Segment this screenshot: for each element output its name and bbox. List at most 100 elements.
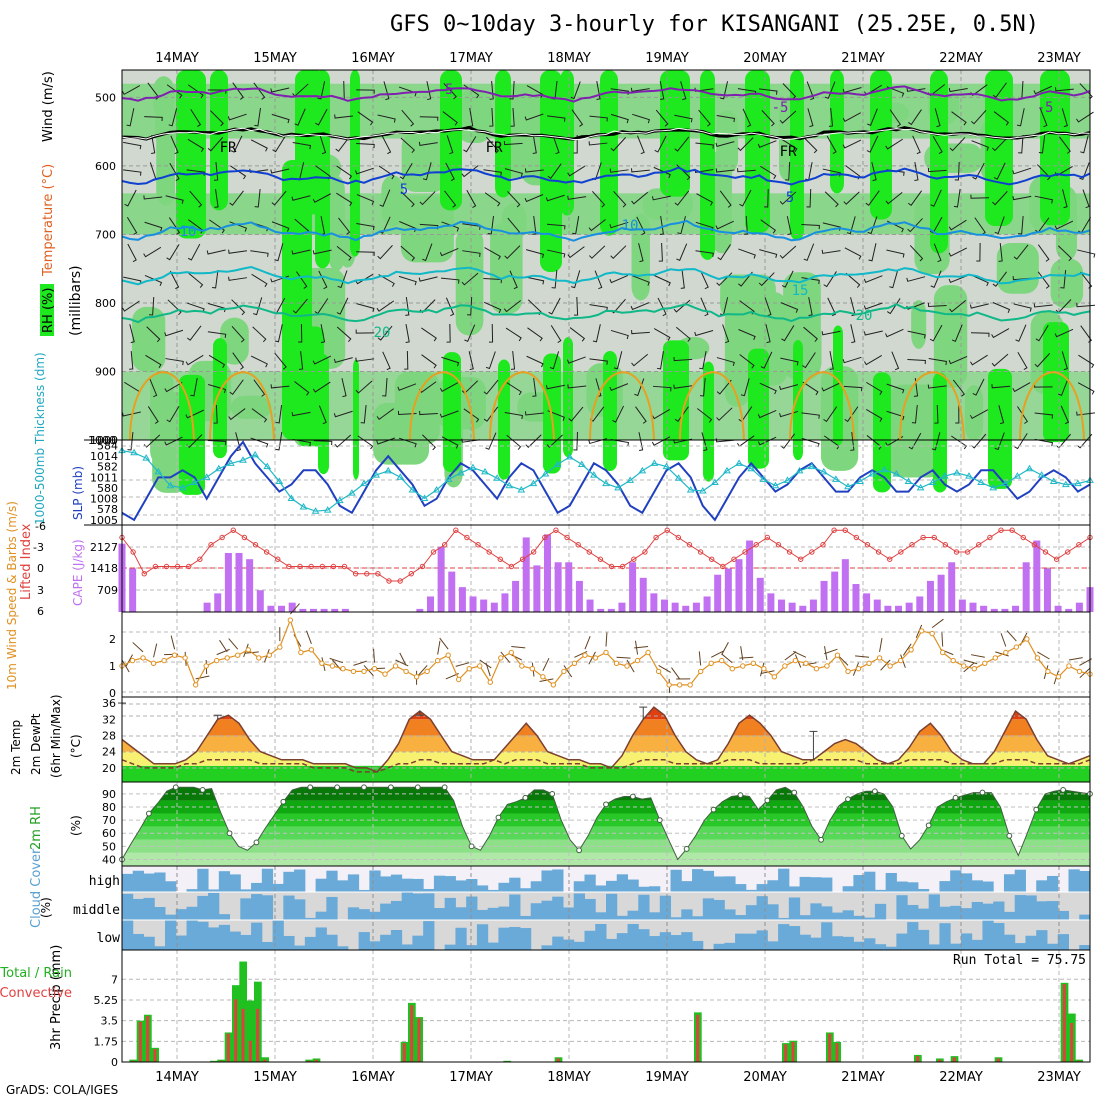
date-label-bottom: 15MAY bbox=[253, 1070, 297, 1085]
thickness-marker bbox=[662, 462, 671, 470]
wind-barb bbox=[525, 249, 545, 258]
rh-bright-column bbox=[350, 70, 360, 257]
wind-barb bbox=[651, 195, 671, 201]
wind-barb bbox=[991, 328, 1010, 339]
cloud-block bbox=[993, 923, 1005, 950]
wind-barb bbox=[381, 135, 392, 155]
wind-barb bbox=[638, 432, 644, 452]
wind-barb bbox=[419, 116, 439, 121]
wind-barb bbox=[1058, 378, 1069, 397]
wind-barb bbox=[716, 357, 735, 367]
wind-barb bbox=[695, 142, 714, 149]
wind-barb bbox=[826, 135, 837, 155]
wind-barb bbox=[737, 137, 754, 152]
li-marker bbox=[942, 542, 949, 548]
temp-tick-label: 28 bbox=[102, 729, 116, 742]
cloud-block bbox=[401, 878, 413, 892]
wind-barb bbox=[127, 243, 137, 263]
wind-barb bbox=[760, 165, 777, 180]
wind-barb bbox=[911, 404, 918, 424]
wind-barb bbox=[821, 382, 840, 392]
contour-label: 20 bbox=[374, 325, 391, 341]
cloud-block bbox=[444, 944, 456, 950]
wind-barb bbox=[972, 162, 985, 180]
li-marker bbox=[775, 542, 782, 548]
wind-barb bbox=[1034, 412, 1054, 419]
cloud-block bbox=[390, 900, 403, 920]
cloud-block bbox=[767, 941, 779, 950]
wind-barb bbox=[929, 324, 943, 342]
wind-barb bbox=[318, 405, 327, 425]
thickness-marker bbox=[396, 473, 405, 480]
wind-barb bbox=[636, 216, 646, 236]
li-marker bbox=[464, 534, 470, 541]
cloud-block bbox=[1046, 943, 1059, 950]
cloud-block bbox=[735, 915, 747, 920]
wind-barb bbox=[421, 434, 436, 451]
wind-barb bbox=[1080, 325, 1092, 343]
thickness-marker bbox=[553, 460, 562, 467]
precip-legend-convective: Convective bbox=[0, 986, 72, 1001]
rh-marker bbox=[629, 793, 636, 800]
wind-barb bbox=[252, 326, 267, 343]
wind-barb bbox=[569, 327, 586, 342]
wind-barb bbox=[907, 190, 923, 207]
wind-barb bbox=[509, 80, 515, 100]
cloud-block bbox=[767, 880, 779, 892]
thickness-marker bbox=[650, 459, 659, 466]
rh-mid-patch bbox=[220, 317, 249, 365]
wind-barb bbox=[422, 162, 432, 181]
wind-barb bbox=[609, 383, 629, 392]
wind-barb bbox=[885, 138, 904, 150]
wind-barb bbox=[842, 112, 861, 122]
wind-barb bbox=[124, 189, 137, 207]
surface-wind-barb bbox=[563, 665, 573, 678]
cloud-block bbox=[208, 892, 220, 920]
li-marker bbox=[842, 527, 848, 533]
wind-speed-marker bbox=[498, 655, 504, 661]
li-marker bbox=[542, 534, 548, 541]
cloud-block bbox=[606, 880, 618, 892]
wind-barb bbox=[485, 432, 497, 450]
cape-bar bbox=[788, 602, 796, 612]
wind-barb bbox=[446, 323, 451, 343]
wind-barb bbox=[213, 404, 218, 424]
li-marker bbox=[753, 542, 759, 548]
li-marker bbox=[441, 542, 448, 548]
cloud-block bbox=[960, 873, 973, 892]
thickness-marker bbox=[904, 477, 913, 484]
wind-barb bbox=[144, 221, 163, 232]
wind-barb bbox=[636, 135, 645, 155]
wind-barb bbox=[829, 351, 834, 370]
wind-barb bbox=[336, 245, 352, 261]
wind-barb bbox=[214, 189, 219, 208]
wind-barb bbox=[780, 302, 799, 313]
rh-bright-column bbox=[703, 361, 714, 482]
rh-legend-swatch bbox=[40, 284, 54, 336]
wind-barb bbox=[227, 113, 247, 121]
rh-bright-column bbox=[176, 70, 206, 239]
date-label-top: 16MAY bbox=[351, 51, 395, 66]
cloud-block bbox=[509, 894, 521, 920]
precip-convective-bar bbox=[314, 1059, 318, 1062]
wind-speed-marker bbox=[634, 657, 641, 664]
rh-bright-column bbox=[663, 340, 689, 461]
surface-wind-barb bbox=[658, 664, 671, 673]
wind-barb bbox=[1080, 135, 1089, 154]
pressure-tick-label: 900 bbox=[95, 365, 116, 378]
wind-barb bbox=[700, 297, 709, 317]
thickness-marker bbox=[481, 467, 489, 475]
contour-20 bbox=[121, 303, 1091, 324]
cloud-block bbox=[240, 934, 252, 950]
wind-barb bbox=[715, 141, 735, 147]
date-label-bottom: 18MAY bbox=[547, 1070, 591, 1085]
wind-barb bbox=[355, 329, 375, 334]
wind-barb bbox=[228, 249, 247, 254]
li-marker bbox=[731, 556, 737, 562]
cloud-level-label: middle bbox=[73, 903, 120, 918]
wind-barb bbox=[552, 135, 560, 155]
cloud-block bbox=[304, 917, 317, 920]
cloud-block bbox=[971, 939, 983, 950]
rh-marker bbox=[656, 817, 663, 823]
thickness-marker bbox=[360, 479, 368, 487]
